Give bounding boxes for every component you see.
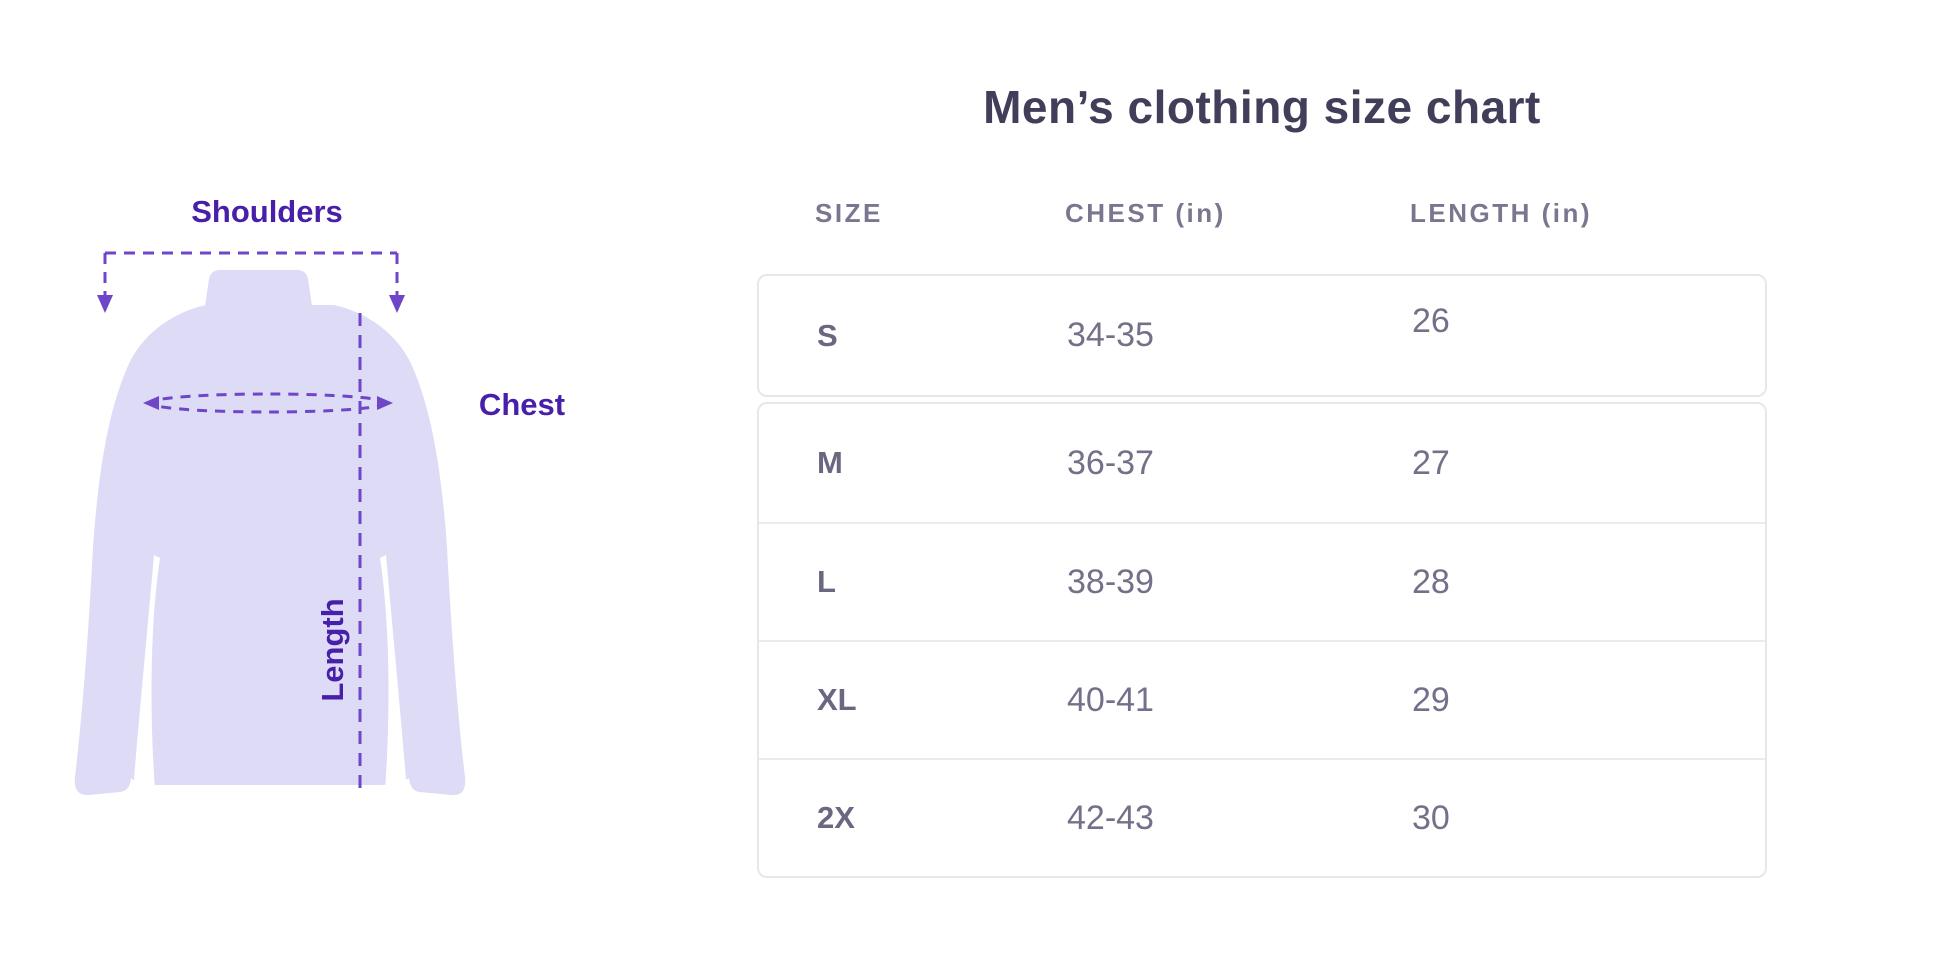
column-header-chest: CHEST (in) xyxy=(1065,198,1226,228)
cell-size: S xyxy=(817,317,838,353)
size-chart-panel: Men’s clothing size chart SIZE CHEST (in… xyxy=(757,60,1767,878)
cell-size: XL xyxy=(817,682,857,717)
table-row-2x: 2X 42-43 30 xyxy=(759,758,1765,876)
cell-chest: 42-43 xyxy=(1067,798,1154,837)
cell-length: 29 xyxy=(1412,680,1450,719)
cell-length: 28 xyxy=(1412,562,1450,601)
table-row-s: S 34-35 26 xyxy=(759,276,1765,395)
chest-label: Chest xyxy=(478,387,566,422)
table-row-xl: XL 40-41 29 xyxy=(759,640,1765,758)
cell-size: L xyxy=(817,564,836,599)
cell-chest: 34-35 xyxy=(1067,316,1154,354)
shirt-diagram-graphic xyxy=(74,251,466,805)
shirt-measurement-diagram: Shoulders Chest Length xyxy=(60,150,720,870)
column-header-length: LENGTH (in) xyxy=(1410,198,1593,228)
cell-chest: 38-39 xyxy=(1067,562,1154,601)
cell-chest: 40-41 xyxy=(1067,680,1154,719)
table-header-row: SIZE CHEST (in) LENGTH (in) xyxy=(757,198,1767,228)
cell-length: 27 xyxy=(1412,443,1450,482)
table-row-l: L 38-39 28 xyxy=(759,522,1765,640)
size-table-card-bottom: M 36-37 27 L 38-39 28 XL 40-41 29 2X 42-43 30 xyxy=(757,402,1767,878)
page-title: Men’s clothing size chart xyxy=(983,81,1541,133)
shoulders-label: Shoulders xyxy=(191,194,343,229)
cell-length: 26 xyxy=(1412,302,1450,340)
cell-size: 2X xyxy=(817,800,855,835)
cell-length: 30 xyxy=(1412,798,1450,837)
length-label: Length xyxy=(315,598,350,702)
cell-chest: 36-37 xyxy=(1067,443,1154,482)
cell-size: M xyxy=(817,445,843,480)
table-row-m: M 36-37 27 xyxy=(759,404,1765,522)
column-header-size: SIZE xyxy=(815,198,883,228)
size-table-card-top: S 34-35 26 xyxy=(757,274,1767,397)
